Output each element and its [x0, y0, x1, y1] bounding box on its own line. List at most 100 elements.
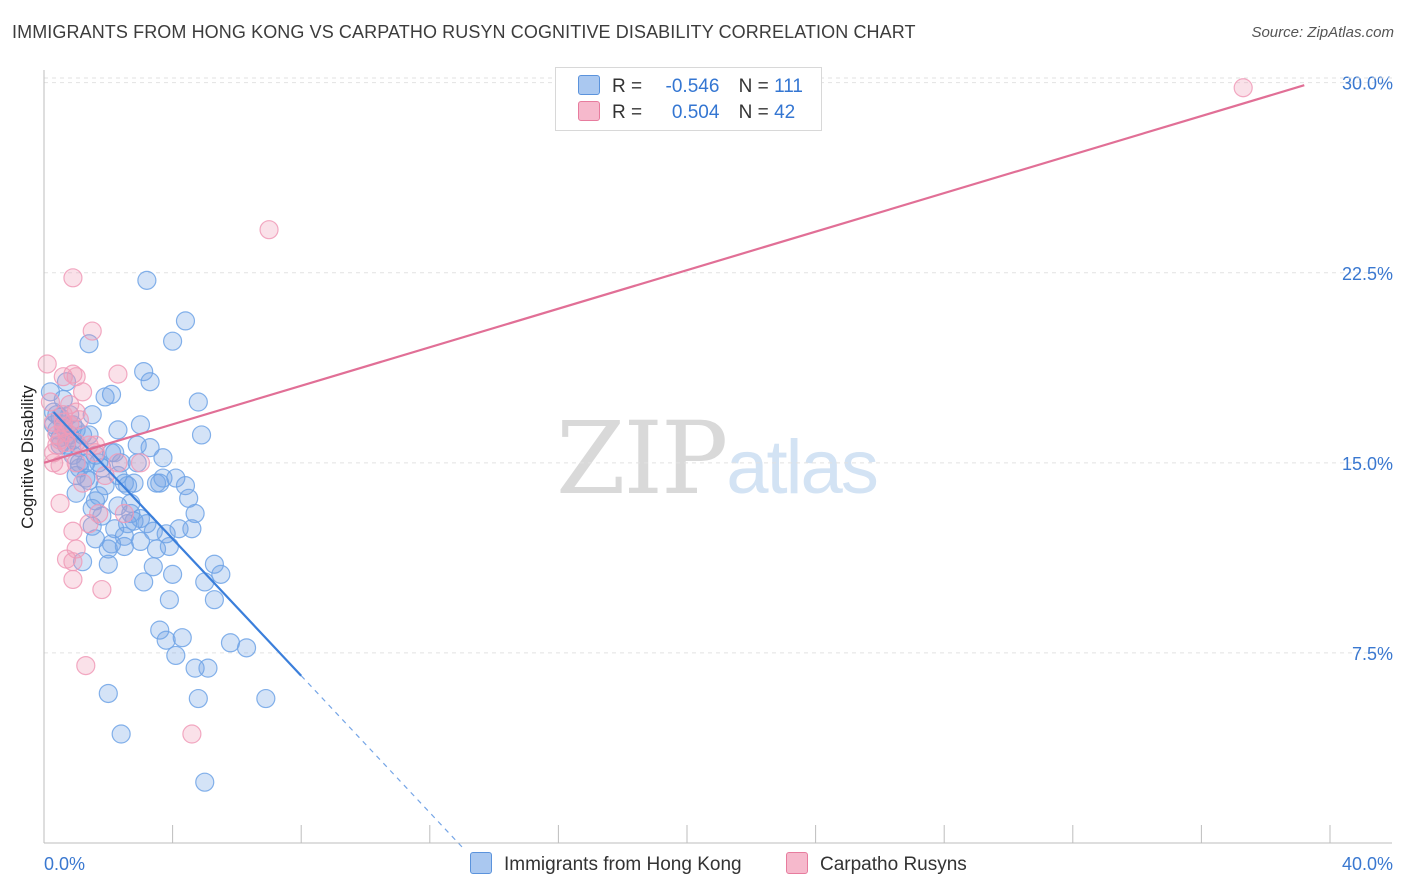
hong-kong-point	[111, 724, 131, 744]
series-legend-label-carpatho-rusyns: Carpatho Rusyns	[820, 854, 967, 875]
carpatho-rusyn-point	[79, 514, 99, 534]
y-axis-label: Cognitive Disability	[18, 385, 37, 529]
carpatho-rusyn-point	[63, 268, 83, 288]
hong-kong-point	[153, 448, 173, 468]
carpatho-rusyn-point	[72, 473, 93, 493]
correlation-legend: R = -0.546 N = 111 R = 0.504 N = 42	[555, 67, 822, 131]
hong-kong-point	[220, 633, 241, 653]
carpatho-rusyn-trend-line	[43, 84, 1305, 464]
hong-kong-point	[195, 772, 215, 792]
carpatho-rusyn-point	[60, 394, 80, 415]
y-tick-label: 15.0%	[1342, 454, 1393, 474]
hong-kong-point	[137, 270, 157, 290]
hong-kong-point	[188, 392, 208, 412]
legend-n-value-hong-kong: 111	[774, 76, 803, 97]
hong-kong-point	[98, 539, 118, 559]
hong-kong-point	[82, 516, 102, 536]
hong-kong-point	[156, 630, 176, 650]
legend-n-value-carpatho-rusyns: 42	[774, 102, 796, 123]
carpatho-rusyn-point	[72, 382, 93, 402]
hong-kong-point	[140, 372, 160, 392]
carpatho-rusyn-point	[66, 453, 86, 473]
hong-kong-point	[130, 531, 151, 552]
carpatho-rusyn-point	[37, 354, 57, 374]
hong-kong-point	[98, 554, 118, 574]
legend-swatch-carpatho-rusyns	[578, 101, 600, 121]
hong-kong-point	[182, 519, 202, 539]
carpatho-rusyn-point	[108, 364, 128, 384]
carpatho-rusyn-point	[92, 579, 112, 600]
hong-kong-point	[105, 519, 125, 539]
hong-kong-point	[198, 658, 218, 678]
carpatho-rusyn-point	[50, 455, 70, 475]
legend-r-value-carpatho-rusyns: 0.504	[671, 102, 720, 123]
x-tick-label: 40.0%	[1342, 854, 1393, 874]
hong-kong-point	[191, 425, 212, 445]
hong-kong-point	[79, 334, 99, 354]
series-legend-swatch-hong-kong	[470, 852, 492, 874]
carpatho-rusyn-point	[259, 220, 279, 240]
legend-row-carpatho-rusyns: R = 0.504 N = 42	[578, 101, 795, 127]
y-tick-label: 22.5%	[1342, 264, 1393, 284]
hong-kong-point	[98, 683, 118, 704]
hong-kong-point	[56, 372, 77, 392]
carpatho-rusyn-point	[60, 415, 80, 435]
hong-kong-point	[82, 405, 102, 425]
x-tick-label: 0.0%	[44, 854, 85, 874]
y-tick-label: 7.5%	[1352, 644, 1393, 664]
hong-kong-point	[101, 384, 122, 405]
hong-kong-point	[159, 536, 179, 557]
legend-n-label: N =	[738, 76, 769, 97]
carpatho-rusyn-point	[182, 724, 202, 744]
series-legend-item-carpatho-rusyns: Carpatho Rusyns	[786, 852, 967, 876]
watermark-atlas: atlas	[726, 425, 879, 510]
legend-row-hong-kong: R = -0.546 N = 111	[578, 75, 803, 101]
series-legend-swatch-carpatho-rusyns	[786, 852, 808, 874]
carpatho-rusyn-point	[114, 503, 134, 524]
hong-kong-point	[69, 458, 89, 478]
hong-kong-point	[185, 503, 205, 524]
watermark-zip: ZIP	[556, 400, 728, 517]
hong-kong-point	[137, 514, 157, 534]
source-label: Source: ZipAtlas.com	[1251, 24, 1394, 41]
carpatho-rusyn-point	[76, 655, 96, 676]
carpatho-rusyn-point	[108, 453, 128, 473]
hong-kong-point	[114, 536, 134, 557]
legend-r-value-hong-kong: -0.546	[665, 76, 720, 97]
carpatho-rusyn-point	[82, 321, 102, 341]
hong-kong-point	[256, 688, 276, 709]
hong-kong-point	[114, 473, 134, 493]
hong-kong-trend-line	[52, 411, 303, 677]
hong-kong-point	[124, 473, 144, 493]
carpatho-rusyn-point	[1233, 78, 1253, 98]
carpatho-rusyn-point	[63, 364, 83, 384]
carpatho-rusyn-point	[89, 503, 109, 524]
series-legend-label-hong-kong: Immigrants from Hong Kong	[504, 854, 742, 875]
legend-r-label: R =	[612, 76, 643, 97]
hong-kong-point	[236, 638, 257, 658]
hong-kong-point	[175, 311, 196, 331]
hong-kong-point	[172, 628, 192, 648]
watermark: ZIPatlas	[556, 400, 879, 517]
hong-kong-point	[134, 361, 154, 382]
carpatho-rusyn-point	[69, 410, 89, 430]
carpatho-rusyn-point	[130, 453, 151, 473]
hong-kong-point	[159, 590, 179, 610]
series-legend-item-hong-kong: Immigrants from Hong Kong	[470, 852, 742, 876]
hong-kong-point	[140, 438, 160, 458]
legend-n-label: N =	[738, 102, 769, 123]
hong-kong-point	[188, 688, 208, 709]
series-legend: Immigrants from Hong Kong Carpatho Rusyn…	[0, 852, 1406, 878]
hong-kong-point	[166, 468, 186, 488]
hong-kong-point	[163, 331, 183, 351]
hong-kong-point	[76, 468, 96, 488]
hong-kong-point	[204, 554, 224, 574]
legend-r-label: R =	[612, 102, 643, 123]
hong-kong-point	[204, 590, 224, 610]
chart-title: IMMIGRANTS FROM HONG KONG VS CARPATHO RU…	[12, 22, 916, 42]
hong-kong-point	[72, 552, 93, 572]
hong-kong-trend-line-extension	[300, 675, 463, 848]
hong-kong-point	[143, 557, 163, 577]
hong-kong-point	[108, 420, 128, 440]
hong-kong-point	[166, 645, 186, 666]
